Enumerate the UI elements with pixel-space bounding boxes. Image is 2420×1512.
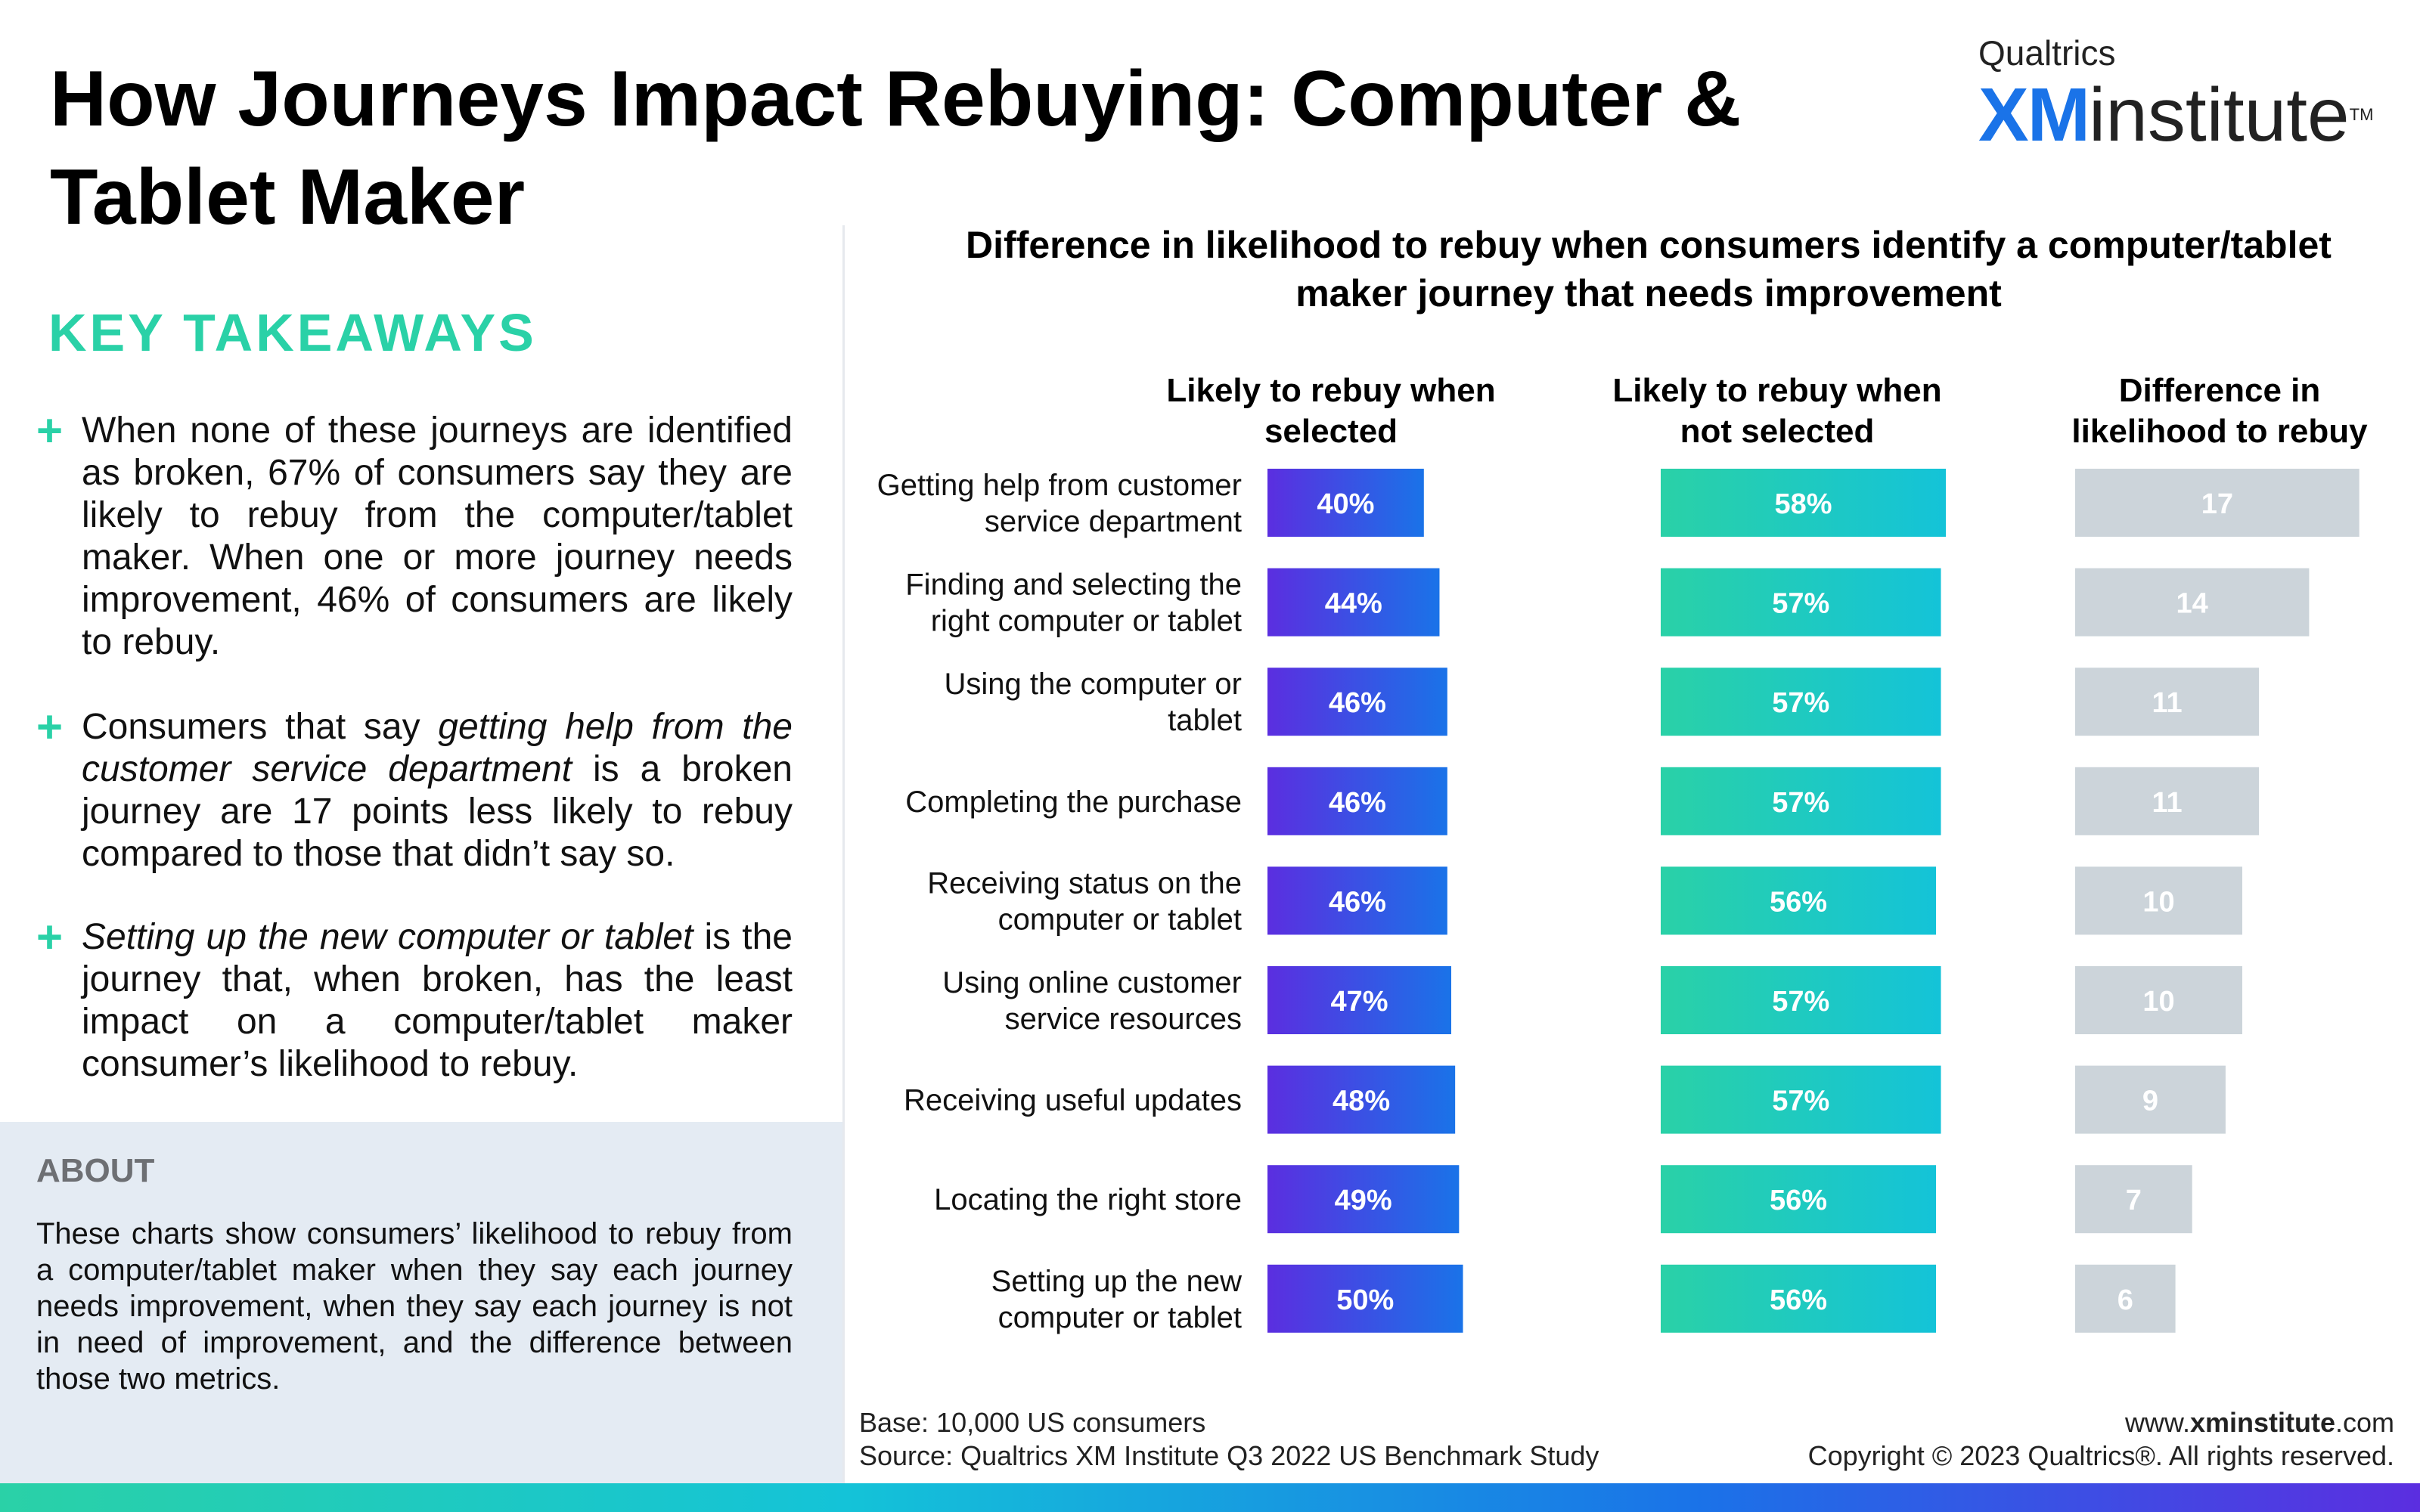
takeaway-text: Consumers that say getting help from the… xyxy=(82,707,793,874)
page-title: How Journeys Impact Rebuying: Computer &… xyxy=(50,55,1742,241)
data-label: 6 xyxy=(2118,1284,2133,1316)
category-label: Setting up the new computer or tablet xyxy=(991,1265,1242,1334)
about-heading: ABOUT xyxy=(36,1152,155,1189)
bottom-gradient-bar xyxy=(0,1483,2420,1512)
data-label: 17 xyxy=(2201,488,2233,520)
website-link[interactable]: www.xminstitute.com xyxy=(2124,1407,2394,1438)
category-label: Receiving status on the computer or table… xyxy=(927,866,1242,936)
bar-difference xyxy=(2075,1264,2176,1333)
category-label: Using the computer or tablet xyxy=(944,668,1242,737)
bar-difference xyxy=(2075,568,2310,637)
brand-company: Qualtrics xyxy=(1978,33,2116,73)
data-label: 14 xyxy=(2176,588,2208,620)
key-takeaways-heading: KEY TAKEAWAYS xyxy=(48,303,537,362)
category-label: Receiving useful updates xyxy=(904,1084,1242,1117)
base-note: Base: 10,000 US consumers xyxy=(859,1407,1206,1438)
bar-selected xyxy=(1267,1264,1463,1333)
bar-selected xyxy=(1267,767,1447,835)
bar-difference xyxy=(2075,1065,2226,1134)
bar-selected xyxy=(1267,568,1440,637)
bar-difference xyxy=(2075,668,2260,736)
bar-not-selected xyxy=(1661,1065,1941,1134)
data-label: 48% xyxy=(1333,1086,1390,1117)
about-panel: ABOUT These charts show consumers’ likel… xyxy=(0,1122,842,1483)
data-label: 56% xyxy=(1770,1284,1827,1316)
bar-selected xyxy=(1267,469,1424,537)
bar-difference xyxy=(2075,469,2360,537)
data-label: 44% xyxy=(1325,588,1382,620)
brand-logo: Qualtrics XMinstituteTM xyxy=(1978,32,2373,153)
data-label: 57% xyxy=(1772,986,1829,1018)
data-label: 49% xyxy=(1335,1185,1392,1216)
data-label: 56% xyxy=(1770,886,1827,918)
bar-difference xyxy=(2075,966,2242,1034)
data-label: 11 xyxy=(2152,687,2182,719)
column-header-difference: Difference in likelihood to rebuy xyxy=(2071,372,2368,450)
takeaway-text: Setting up the new computer or tablet is… xyxy=(82,917,793,1084)
data-label: 46% xyxy=(1329,886,1386,918)
source-note: Source: Qualtrics XM Institute Q3 2022 U… xyxy=(859,1440,1599,1471)
bar-not-selected xyxy=(1661,668,1941,736)
plus-icon: + xyxy=(36,912,64,962)
chart-title: Difference in likelihood to rebuy when c… xyxy=(966,224,2332,314)
bar-not-selected xyxy=(1661,469,1946,537)
data-label: 50% xyxy=(1336,1284,1394,1316)
footnote-left: Base: 10,000 US consumers Source: Qualtr… xyxy=(859,1406,1599,1473)
data-label: 9 xyxy=(2142,1086,2158,1117)
brand-xm: XM xyxy=(1978,73,2090,157)
bar-not-selected xyxy=(1661,866,1936,935)
copyright-note: Copyright © 2023 Qualtrics®. All rights … xyxy=(1807,1440,2394,1471)
bar-selected xyxy=(1267,1165,1460,1234)
data-label: 46% xyxy=(1329,787,1386,819)
brand-tm: TM xyxy=(2349,105,2374,124)
takeaway-text: When none of these journeys are identifi… xyxy=(82,411,793,662)
bar-selected xyxy=(1267,866,1447,935)
data-label: 57% xyxy=(1772,1086,1829,1117)
data-label: 46% xyxy=(1329,687,1386,719)
takeaway-item: + Setting up the new computer or tablet … xyxy=(36,912,793,1086)
data-label: 58% xyxy=(1774,488,1832,520)
category-label: Completing the purchase xyxy=(905,785,1242,819)
takeaway-emphasis: Setting up the new computer or tablet xyxy=(82,917,693,957)
category-label: Using online customer service resources xyxy=(942,966,1242,1036)
category-label: Getting help from customer service depart… xyxy=(877,469,1242,538)
brand-wordmark: XMinstituteTM xyxy=(1978,77,2373,153)
takeaway-item: + When none of these journeys are identi… xyxy=(36,405,793,664)
data-label: 10 xyxy=(2142,986,2174,1018)
data-label: 47% xyxy=(1330,986,1388,1018)
bar-selected xyxy=(1267,966,1451,1034)
bar-selected xyxy=(1267,668,1447,736)
plus-icon: + xyxy=(36,702,64,752)
column-divider xyxy=(842,225,845,1483)
bar-not-selected xyxy=(1661,966,1941,1034)
data-label: 57% xyxy=(1772,787,1829,819)
bar-not-selected xyxy=(1661,1264,1936,1333)
data-label: 40% xyxy=(1317,488,1374,520)
bar-difference xyxy=(2075,866,2242,935)
data-label: 57% xyxy=(1772,588,1829,620)
data-label: 57% xyxy=(1772,687,1829,719)
bar-not-selected xyxy=(1661,1165,1936,1234)
category-label: Locating the right store xyxy=(934,1183,1242,1216)
brand-institute: institute xyxy=(2089,73,2350,157)
column-header-not-selected: Likely to rebuy when not selected xyxy=(1612,372,1942,450)
bar-difference xyxy=(2075,767,2260,835)
column-header-selected: Likely to rebuy when selected xyxy=(1166,372,1496,450)
takeaway-emphasis: getting help from the customer service d… xyxy=(82,707,793,789)
bar-not-selected xyxy=(1661,568,1941,637)
data-label: 7 xyxy=(2126,1185,2142,1216)
footnote-right: www.xminstitute.com Copyright © 2023 Qua… xyxy=(1808,1406,2394,1473)
data-label: 10 xyxy=(2142,886,2174,918)
plus-icon: + xyxy=(36,405,64,456)
data-label: 11 xyxy=(2152,787,2182,819)
bar-difference xyxy=(2075,1165,2192,1234)
category-label: Finding and selecting the right computer … xyxy=(905,569,1242,638)
takeaway-item: + Consumers that say getting help from t… xyxy=(36,702,793,875)
bar-selected xyxy=(1267,1065,1456,1134)
bar-not-selected xyxy=(1661,767,1941,835)
data-label: 56% xyxy=(1770,1185,1827,1216)
about-text: These charts show consumers’ likelihood … xyxy=(36,1217,793,1396)
